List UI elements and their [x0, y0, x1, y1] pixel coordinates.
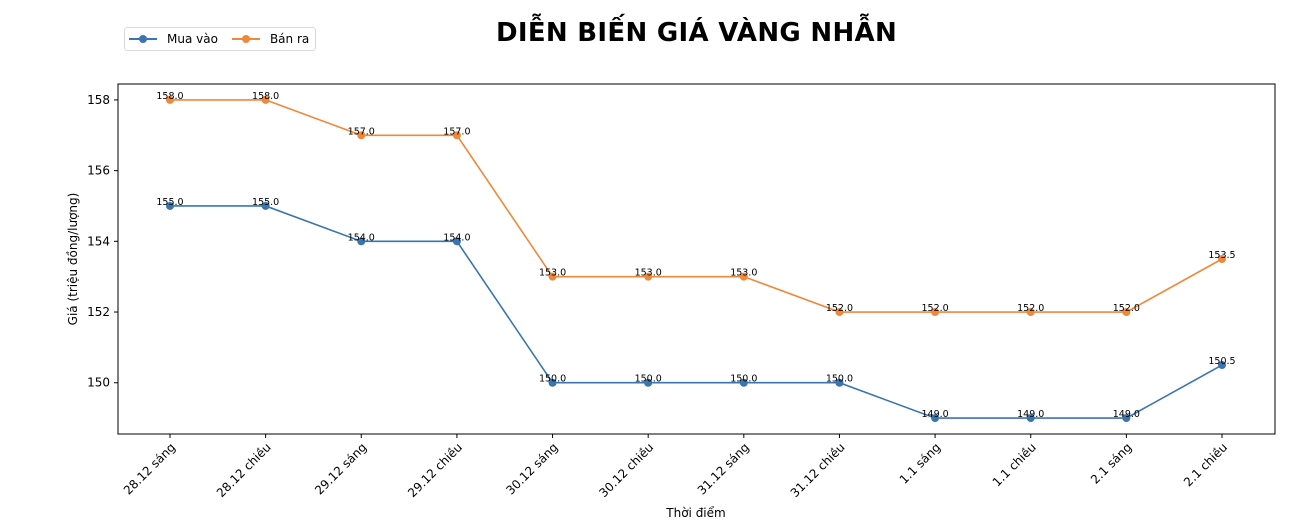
data-label: 150.5: [1208, 356, 1235, 367]
x-tick-label: 31.12 sáng: [695, 440, 752, 497]
data-label: 152.0: [1113, 303, 1140, 314]
data-point-marker: [835, 378, 844, 387]
x-tick-label: 1.1 sáng: [897, 440, 943, 486]
data-point-marker: [1026, 308, 1035, 317]
data-point-marker: [835, 308, 844, 317]
legend-label: Mua vào: [167, 32, 218, 46]
data-label: 149.0: [1017, 409, 1044, 420]
data-point-marker: [548, 378, 557, 387]
line-marker-icon: [129, 34, 157, 44]
data-label: 154.0: [443, 232, 470, 243]
data-label: 150.0: [826, 374, 853, 385]
data-point-marker: [261, 95, 270, 104]
data-series: 155.0 155.0 154.0 154.0 150.0 150.0 150.0 150.0…: [156, 91, 1236, 423]
data-point-marker: [644, 272, 653, 281]
x-tick-label: 28.12 chiều: [214, 440, 274, 500]
series-bán-ra: 158.0 158.0 157.0 157.0 153.0 153.0 153.0 152.0…: [156, 91, 1236, 317]
chart-legend: Mua vào Bán ra: [124, 27, 317, 51]
y-tick-label: 158: [87, 93, 110, 107]
data-label: 150.0: [539, 374, 566, 385]
data-point-marker: [166, 201, 174, 210]
x-tick-label: 31.12 chiều: [788, 440, 848, 500]
data-label: 149.0: [1113, 409, 1140, 420]
y-tick-label: 154: [87, 234, 110, 248]
data-point-marker: [261, 201, 270, 210]
chart-title: DIỄN BIẾN GIÁ VÀNG NHẪN: [495, 18, 897, 48]
data-label: 153.5: [1208, 250, 1235, 261]
series-mua-vào: 155.0 155.0 154.0 154.0 150.0 150.0 150.0 150.0…: [156, 197, 1236, 423]
data-label: 153.0: [539, 268, 566, 279]
data-point-marker: [166, 95, 174, 104]
x-tick-label: 30.12 chiều: [596, 440, 656, 500]
data-label: 149.0: [921, 409, 948, 420]
data-label: 157.0: [443, 126, 470, 137]
data-point-marker: [1218, 255, 1226, 263]
line-marker-icon: [231, 34, 260, 44]
data-point-marker: [1218, 361, 1226, 370]
data-point-marker: [1122, 414, 1131, 423]
data-point-marker: [931, 414, 940, 423]
legend-item-ban-ra: Bán ra: [231, 32, 310, 46]
x-axis: 28.12 sáng 28.12 chiều 29.12 sáng 29.12 chi…: [121, 434, 1230, 500]
data-label: 152.0: [1017, 303, 1044, 314]
x-tick-label: 28.12 sáng: [121, 440, 178, 497]
y-axis: 150 152 154 156 158: [87, 93, 118, 390]
data-label: 158.0: [252, 91, 279, 102]
data-label: 155.0: [156, 197, 183, 208]
data-label: 153.0: [730, 268, 757, 279]
data-label: 150.0: [730, 374, 757, 385]
x-tick-label: 2.1 sáng: [1088, 440, 1134, 486]
x-axis-label: Thời điểm: [665, 506, 725, 520]
data-point-marker: [452, 131, 461, 140]
data-point-marker: [1026, 414, 1035, 423]
y-axis-label: Giá (triệu đồng/lượng): [66, 193, 80, 326]
data-point-marker: [357, 131, 366, 140]
y-tick-label: 150: [87, 376, 110, 390]
data-label: 154.0: [348, 232, 375, 243]
legend-item-mua-vao: Mua vào: [129, 32, 218, 46]
data-point-marker: [1122, 308, 1131, 317]
data-point-marker: [548, 272, 557, 281]
data-label: 158.0: [156, 91, 183, 102]
x-tick-label: 2.1 chiều: [1181, 440, 1230, 489]
y-tick-label: 152: [87, 305, 110, 319]
data-point-marker: [739, 378, 748, 387]
x-tick-label: 29.12 chiều: [405, 440, 465, 500]
data-point-marker: [931, 308, 940, 317]
legend-label: Bán ra: [269, 32, 310, 46]
data-point-marker: [357, 237, 366, 246]
x-tick-label: 30.12 sáng: [503, 440, 560, 497]
data-point-marker: [739, 272, 748, 281]
y-tick-label: 156: [87, 164, 110, 178]
data-label: 153.0: [635, 268, 662, 279]
x-tick-label: 1.1 chiều: [990, 440, 1039, 489]
data-label: 155.0: [252, 197, 279, 208]
data-label: 152.0: [921, 303, 948, 314]
data-point-marker: [644, 378, 653, 387]
x-tick-label: 29.12 sáng: [312, 440, 369, 497]
data-point-marker: [452, 237, 461, 246]
data-label: 152.0: [826, 303, 853, 314]
plot-area: [117, 83, 1276, 435]
data-label: 150.0: [635, 374, 662, 385]
data-label: 157.0: [348, 126, 375, 137]
